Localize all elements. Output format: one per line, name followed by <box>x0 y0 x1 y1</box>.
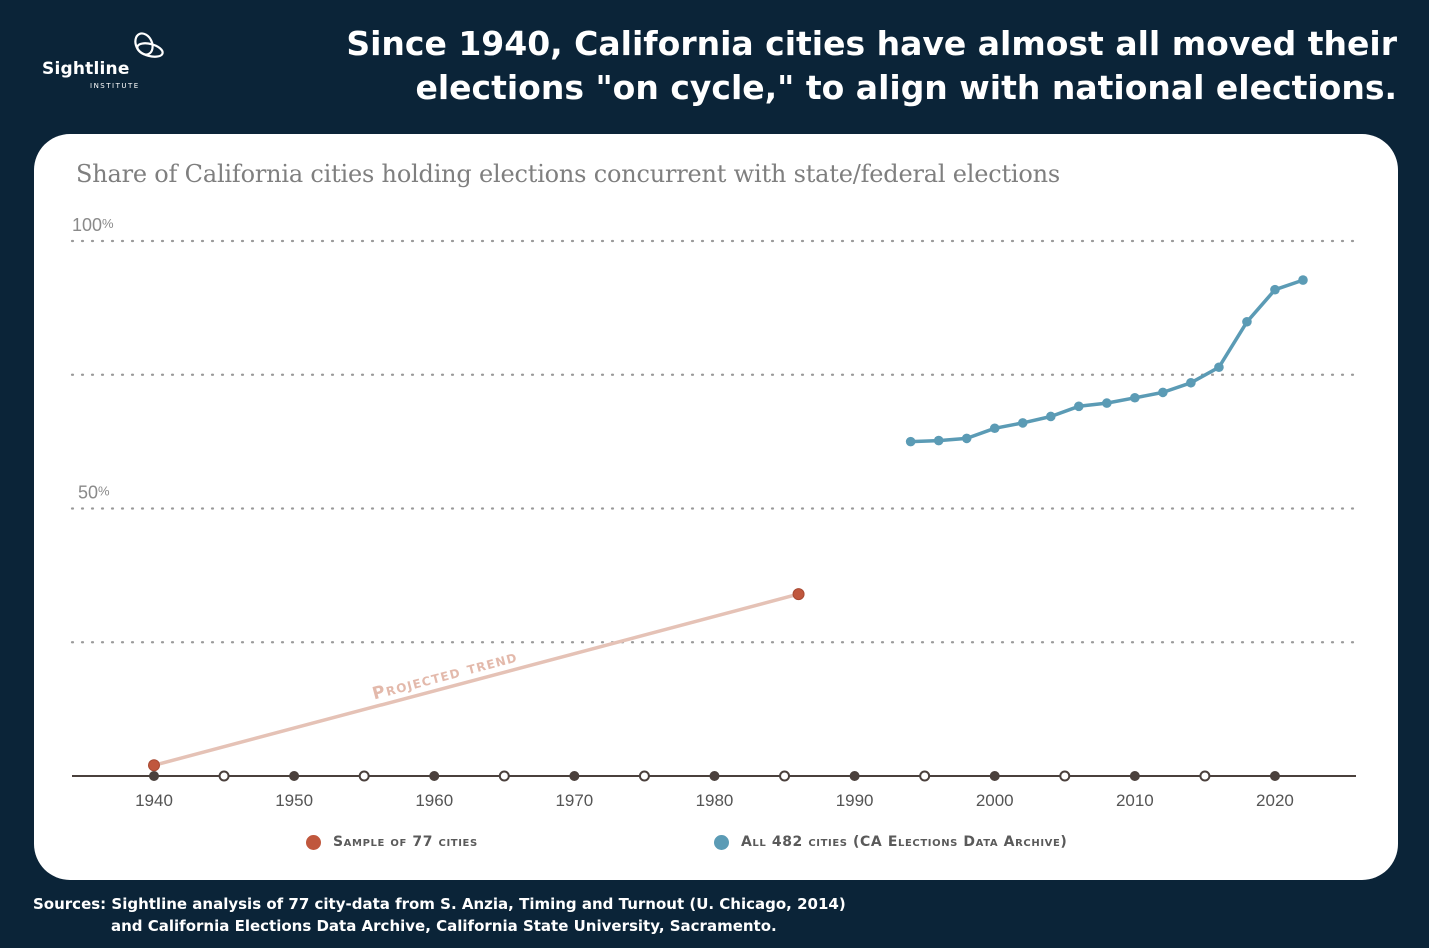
all-cities-point-2016 <box>1214 362 1224 373</box>
x-tick-minor-2015 <box>1199 770 1211 782</box>
x-tick-label-1990: 1990 <box>836 791 874 810</box>
gridlines <box>70 239 1358 644</box>
x-tick-major-1940 <box>149 771 159 781</box>
sources-line-2: and California Elections Data Archive, C… <box>111 917 777 935</box>
logo-mark-icon <box>134 32 164 58</box>
x-tick-label-1950: 1950 <box>275 791 313 810</box>
y-axis-ticks: 100% 50% <box>72 215 114 503</box>
logo-subtext: INSTITUTE <box>90 82 140 90</box>
sources-note: Sources: Sightline analysis of 77 city-d… <box>33 893 846 937</box>
all-cities-point-2000 <box>989 423 1000 434</box>
all-cities-point-1996 <box>933 435 944 446</box>
x-tick-major-1970 <box>569 771 580 781</box>
y-tick-label-100: 100% <box>72 215 114 235</box>
x-tick-label-2020: 2020 <box>1256 791 1294 810</box>
all-cities-point-2010 <box>1130 392 1140 403</box>
x-tick-minor-1945 <box>218 770 230 782</box>
x-tick-major-1960 <box>429 771 440 781</box>
x-tick-minor-1975 <box>638 770 650 782</box>
x-tick-minor-2005 <box>1059 770 1071 782</box>
series-layer: Projected trend <box>148 275 1308 772</box>
legend-swatch-sample <box>306 834 321 850</box>
x-tick-minor-1995 <box>919 770 931 782</box>
x-tick-minor-1955 <box>358 770 370 782</box>
x-tick-major-1950 <box>289 771 300 781</box>
legend-swatch-all <box>714 834 729 850</box>
x-axis: 1940 1950 1960 1970 1980 1990 2000 2010 2020 <box>72 770 1356 810</box>
line-chart: 100% 50% 1940 1950 1960 1970 1980 1990 2000 2010… <box>70 215 1358 810</box>
x-tick-major-2000 <box>989 771 1000 781</box>
y-tick-label-50: 50% <box>78 483 110 503</box>
x-tick-major-1980 <box>709 771 720 781</box>
all-cities-point-2004 <box>1045 411 1056 422</box>
x-tick-minor-1965 <box>498 770 510 782</box>
x-tick-label-2000: 2000 <box>976 791 1014 810</box>
legend-item-all: All 482 cities (CA Elections Data Archiv… <box>714 834 1067 850</box>
x-tick-label-1960: 1960 <box>415 791 453 810</box>
all-cities-point-2020 <box>1270 284 1280 295</box>
all-cities-point-2018 <box>1242 316 1252 327</box>
logo-wordmark: Sightline <box>42 59 130 79</box>
chart-card: Share of California cities holding elect… <box>34 134 1398 880</box>
all-cities-point-2006 <box>1074 401 1084 412</box>
projected-trend-line <box>153 592 800 767</box>
all-cities-point-2008 <box>1102 398 1112 408</box>
all-cities-point-1994 <box>905 436 916 447</box>
sample-point-1940 <box>148 759 160 772</box>
all-cities-line <box>910 278 1304 444</box>
sightline-logo: Sightline INSTITUTE <box>40 28 180 98</box>
x-tick-major-2010 <box>1129 771 1140 781</box>
headline: Since 1940, California cities have almos… <box>346 24 1397 107</box>
chart-subtitle: Share of California cities holding elect… <box>76 160 1061 188</box>
x-tick-label-2010: 2010 <box>1116 791 1154 810</box>
x-tick-label-1940: 1940 <box>135 791 173 810</box>
legend-label-all: All 482 cities (CA Elections Data Archiv… <box>741 834 1068 850</box>
all-cities-point-2002 <box>1017 418 1028 428</box>
all-cities-point-2012 <box>1158 387 1168 398</box>
sources-line-1: Sources: Sightline analysis of 77 city-d… <box>33 895 846 913</box>
x-tick-minor-1985 <box>779 770 791 782</box>
all-cities-point-1998 <box>961 433 972 444</box>
legend-item-sample: Sample of 77 cities <box>306 834 478 850</box>
all-cities-point-2022 <box>1298 275 1308 285</box>
x-tick-label-1970: 1970 <box>555 791 593 810</box>
legend-label-sample: Sample of 77 cities <box>333 834 478 850</box>
sample-point-1986 <box>792 588 805 601</box>
x-tick-major-1990 <box>849 771 860 781</box>
all-cities-point-2014 <box>1186 377 1196 388</box>
x-tick-major-2020 <box>1269 771 1280 781</box>
x-tick-label-1980: 1980 <box>696 791 734 810</box>
